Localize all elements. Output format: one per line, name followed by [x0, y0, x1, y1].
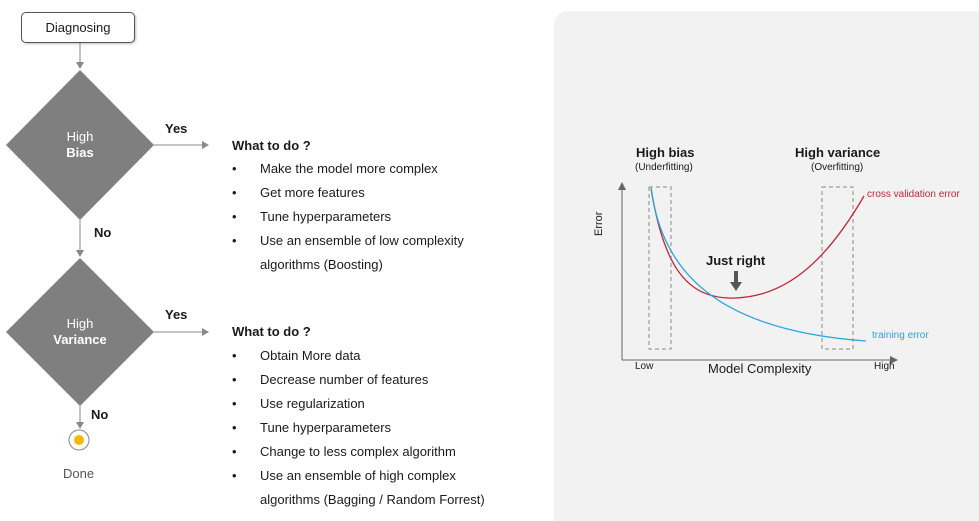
bias-actions-list: Make the model more complex Get more fea…	[232, 157, 532, 277]
bias-no-label: No	[94, 225, 112, 240]
bias-diamond-label: High Bias	[25, 129, 135, 161]
variance-actions-title: What to do ?	[232, 324, 311, 339]
y-axis-label: Error	[593, 211, 605, 236]
x-axis-high-label: High	[874, 361, 895, 372]
bias-label-line2: Bias	[66, 145, 94, 160]
variance-actions-list: Obtain More data Decrease number of feat…	[232, 344, 532, 512]
variance-label-line1: High	[66, 316, 94, 331]
high-variance-title: High variance	[795, 145, 881, 160]
variance-yes-label: Yes	[165, 307, 188, 322]
x-axis-label: Model Complexity	[708, 361, 812, 376]
just-right-label: Just right	[706, 253, 766, 268]
list-item: Use an ensemble of high complex algorith…	[232, 464, 532, 512]
cv-error-curve	[650, 187, 865, 299]
list-item: Tune hyperparameters	[232, 205, 532, 229]
list-item: Use regularization	[232, 392, 532, 416]
bias-yes-label: Yes	[165, 121, 188, 136]
list-item: Use an ensemble of low complexity algori…	[232, 229, 532, 277]
list-item: Change to less complex algorithm	[232, 440, 532, 464]
variance-decision-diamond	[6, 258, 154, 406]
list-item: Decrease number of features	[232, 368, 532, 392]
bias-decision-diamond	[6, 70, 154, 220]
bias-actions-title: What to do ?	[232, 138, 311, 153]
flowchart-connectors	[6, 43, 209, 451]
done-label: Done	[63, 466, 95, 481]
training-error-curve	[650, 187, 867, 342]
overfitting-region	[821, 186, 854, 350]
cv-error-label: cross validation error	[867, 189, 960, 200]
list-item: Tune hyperparameters	[232, 416, 532, 440]
variance-diamond-label: High Variance	[25, 316, 135, 348]
bias-variance-chart	[618, 182, 898, 364]
x-axis-low-label: Low	[635, 361, 654, 372]
underfitting-region	[648, 186, 672, 350]
high-bias-title: High bias	[636, 145, 695, 160]
variance-label-line2: Variance	[53, 332, 107, 347]
down-arrow-icon	[730, 282, 742, 291]
list-item: Get more features	[232, 181, 532, 205]
list-item: Obtain More data	[232, 344, 532, 368]
diagnosing-start-node: Diagnosing	[21, 12, 135, 43]
bias-variance-chart-panel	[554, 11, 979, 521]
high-variance-subtitle: (Overfitting)	[811, 162, 864, 173]
training-error-label: training error	[872, 330, 929, 341]
start-label: Diagnosing	[45, 20, 111, 35]
list-item: Make the model more complex	[232, 157, 532, 181]
high-bias-subtitle: (Underfitting)	[635, 162, 693, 173]
bias-label-line1: High	[66, 129, 94, 144]
variance-no-label: No	[91, 407, 109, 422]
